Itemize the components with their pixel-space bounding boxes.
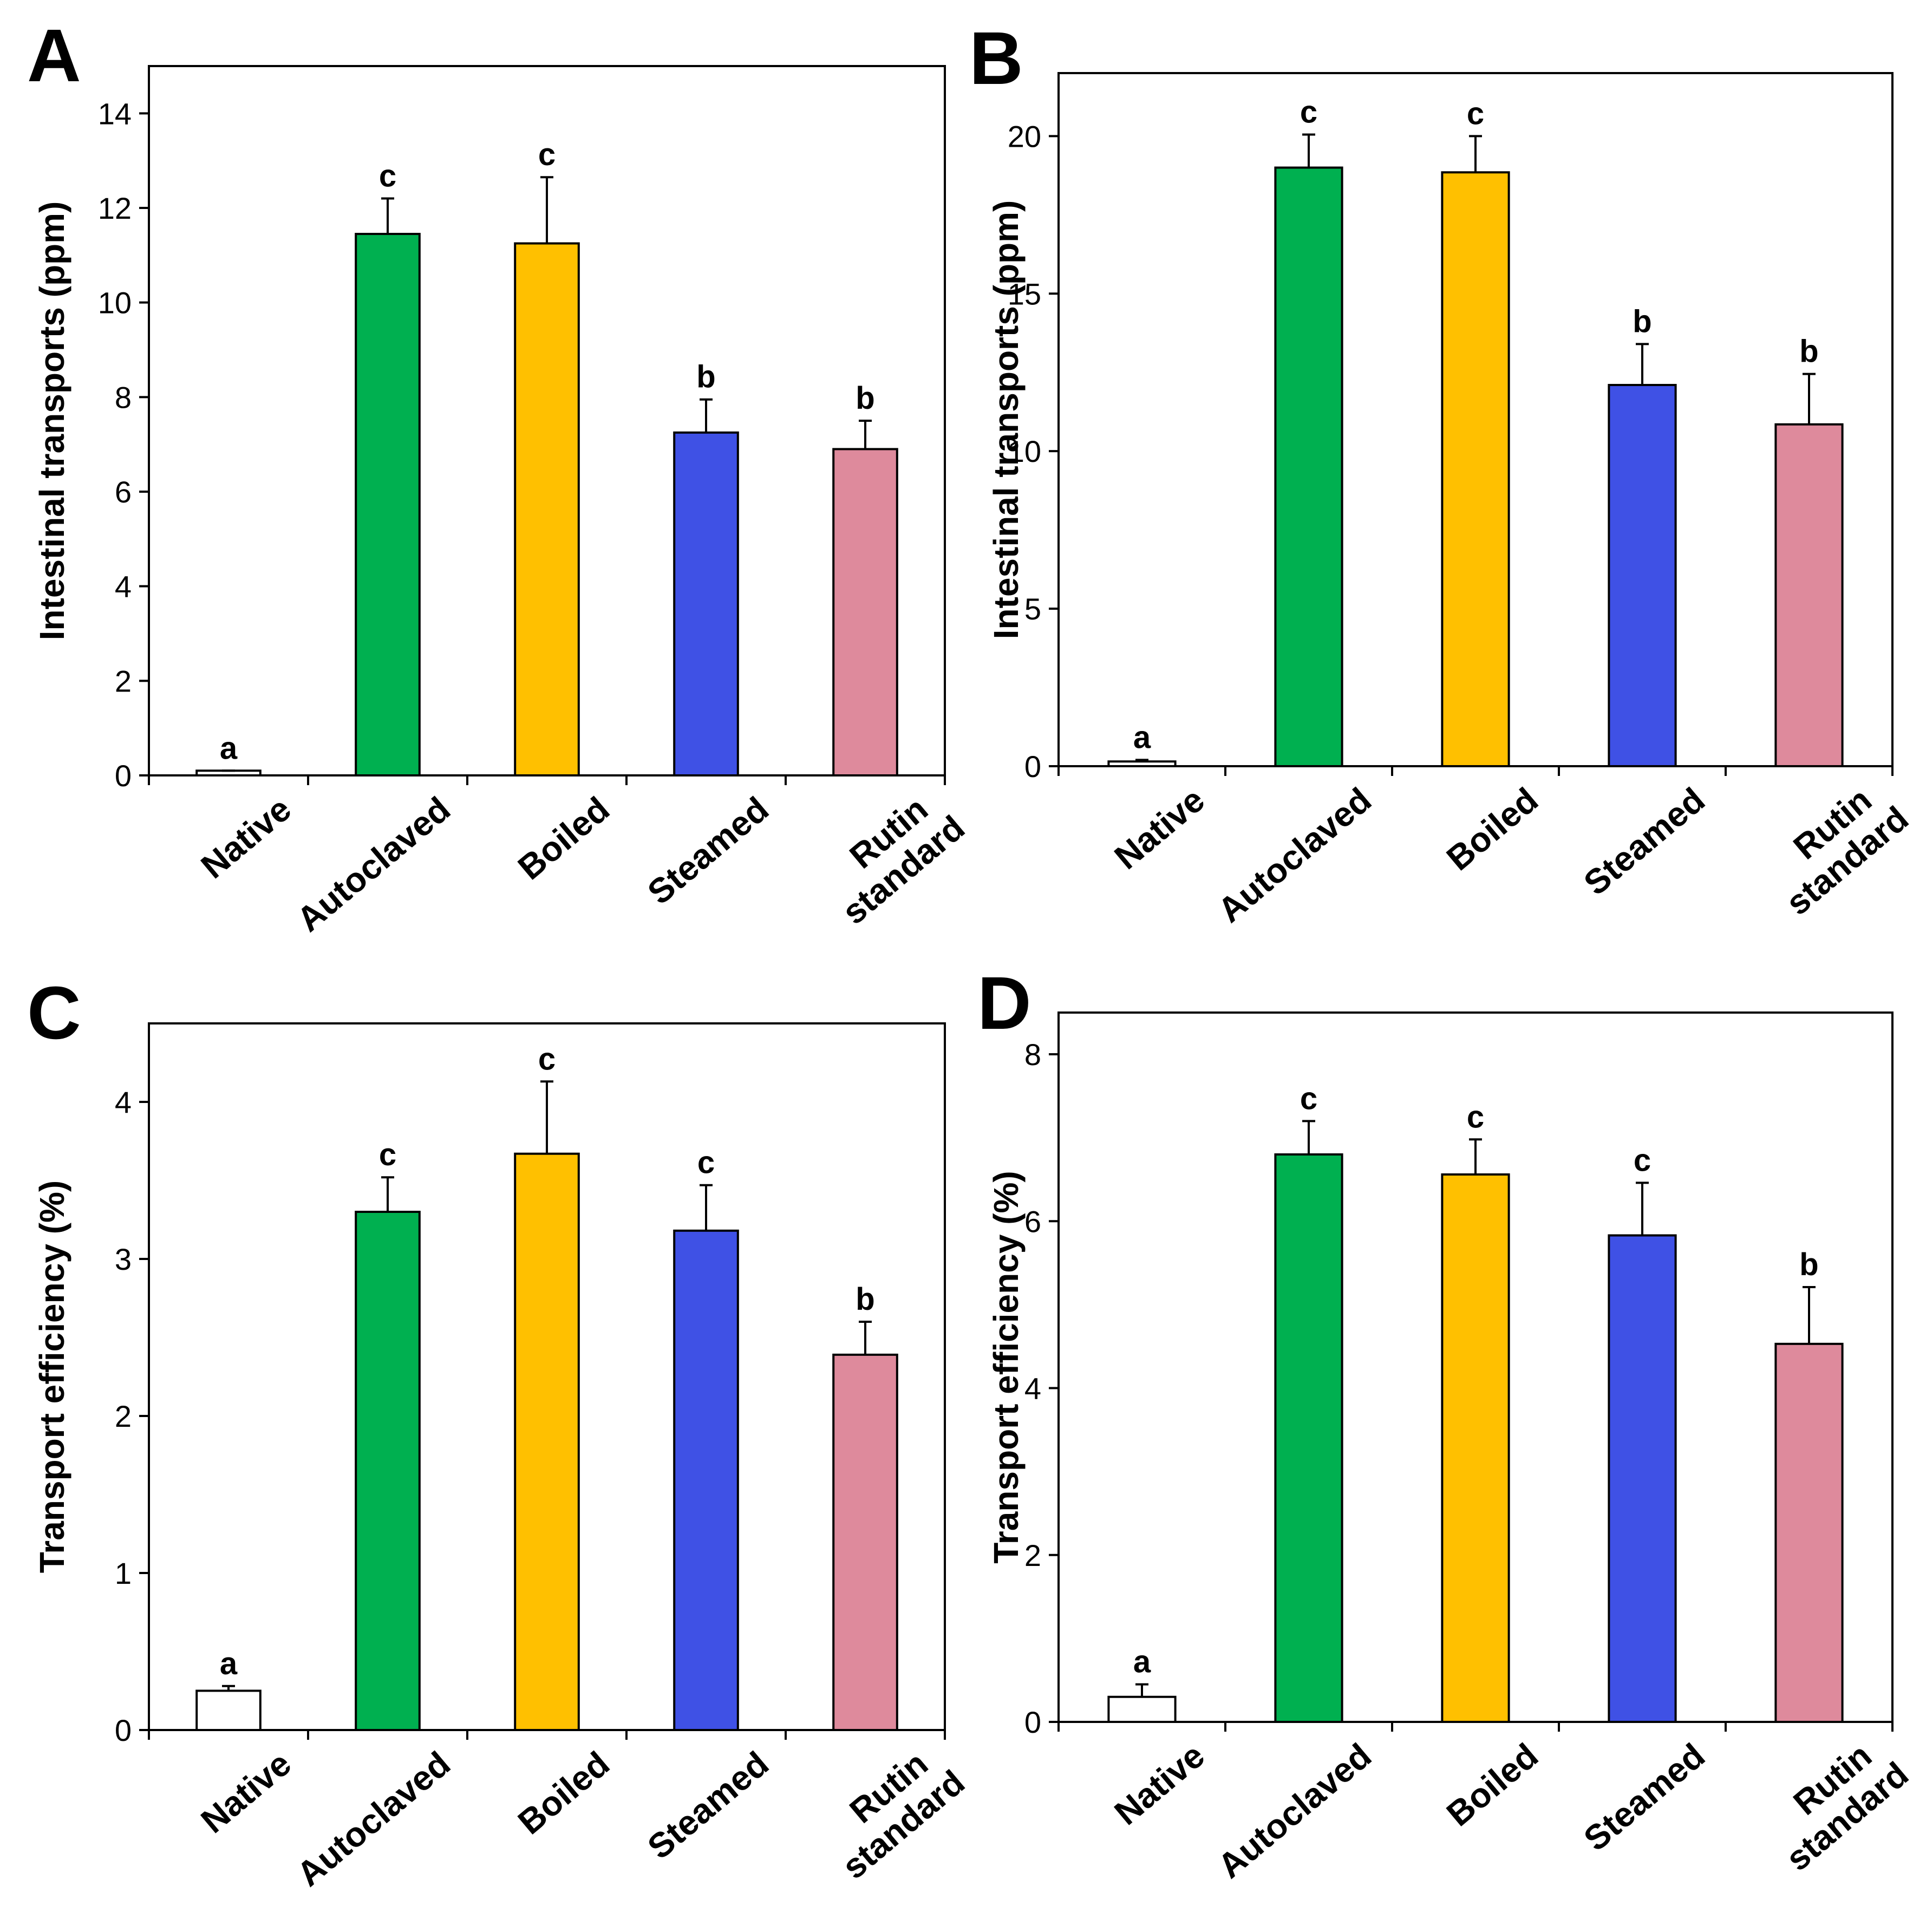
y-tick-label: 6 <box>115 475 132 509</box>
y-axis-title: Intestinal transports (ppm) <box>32 201 71 641</box>
y-tick-label: 20 <box>1008 119 1041 153</box>
y-tick-label: 4 <box>115 1085 132 1119</box>
y-tick-label: 2 <box>115 1399 132 1433</box>
significance-letter: a <box>1133 720 1151 755</box>
bar <box>1274 1153 1343 1723</box>
y-tick-label: 8 <box>115 380 132 414</box>
bar <box>832 1353 898 1731</box>
significance-letter: b <box>856 1282 874 1317</box>
panel-letter: A <box>27 14 81 97</box>
bar <box>514 242 580 776</box>
bar <box>355 233 421 776</box>
y-tick-label: 3 <box>115 1242 132 1276</box>
y-tick-label: 8 <box>1024 1037 1041 1072</box>
significance-letter: c <box>1467 96 1484 131</box>
bar <box>514 1152 580 1731</box>
y-tick-label: 15 <box>1008 277 1041 311</box>
bar <box>673 1229 739 1732</box>
significance-letter: c <box>1634 1143 1651 1178</box>
y-tick-label: 5 <box>1024 592 1041 626</box>
y-tick-label: 4 <box>115 570 132 604</box>
bar <box>673 431 739 776</box>
significance-letter: b <box>696 360 715 395</box>
significance-letter: c <box>379 1137 396 1172</box>
y-tick-label: 0 <box>115 759 132 793</box>
y-axis-title: Intestinal transports (ppm) <box>987 200 1026 639</box>
panel-letter: D <box>977 962 1031 1045</box>
bar <box>1608 1234 1677 1723</box>
y-tick-label: 6 <box>1024 1204 1041 1238</box>
y-tick-label: 2 <box>1024 1538 1041 1572</box>
bar <box>1441 171 1510 768</box>
bar <box>195 1689 262 1731</box>
y-tick-label: 0 <box>1024 749 1041 784</box>
significance-letter: c <box>1300 1081 1317 1116</box>
bar <box>1608 384 1677 767</box>
y-tick-label: 1 <box>115 1556 132 1590</box>
y-tick-label: 12 <box>98 191 132 225</box>
y-tick-label: 4 <box>1024 1372 1041 1406</box>
bar <box>1274 166 1343 768</box>
significance-letter: c <box>538 1041 556 1076</box>
bar <box>1441 1173 1510 1724</box>
significance-letter: b <box>856 381 874 416</box>
y-tick-label: 10 <box>98 286 132 320</box>
y-axis-title: Transport efficiency (%) <box>987 1171 1026 1564</box>
y-tick-label: 14 <box>98 96 132 130</box>
y-tick-label: 10 <box>1008 434 1041 468</box>
significance-letter: b <box>1633 304 1651 339</box>
significance-letter: b <box>1799 334 1818 369</box>
bar <box>1774 1342 1844 1724</box>
significance-letter: a <box>220 730 238 766</box>
bar <box>1774 423 1844 767</box>
bar <box>355 1211 421 1731</box>
significance-letter: c <box>1467 1099 1484 1134</box>
significance-letter: a <box>1133 1644 1151 1680</box>
significance-letter: c <box>1300 94 1317 129</box>
significance-letter: c <box>538 137 556 172</box>
panel-letter: B <box>969 17 1023 100</box>
bar <box>832 448 898 776</box>
y-axis-title: Transport efficiency (%) <box>32 1180 71 1574</box>
bar <box>1107 1695 1177 1723</box>
y-tick-label: 0 <box>115 1713 132 1747</box>
panel-letter: C <box>27 971 81 1055</box>
y-tick-label: 2 <box>115 664 132 698</box>
y-tick-label: 0 <box>1024 1705 1041 1739</box>
significance-letter: a <box>220 1646 238 1681</box>
significance-letter: c <box>697 1145 715 1180</box>
significance-letter: c <box>379 159 396 194</box>
significance-letter: b <box>1799 1247 1818 1282</box>
bar <box>1107 760 1177 767</box>
